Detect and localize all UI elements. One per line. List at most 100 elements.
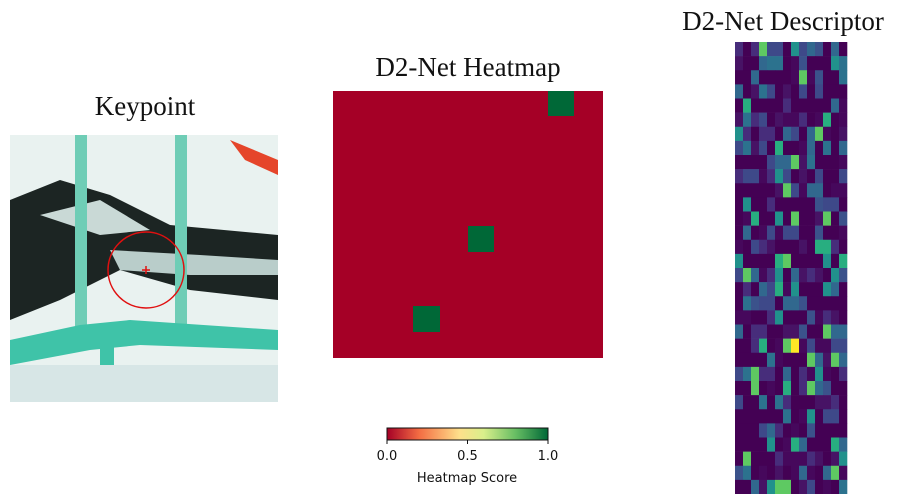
descriptor-cell [799, 56, 807, 70]
descriptor-cell [735, 240, 743, 254]
descriptor-cell [751, 296, 759, 310]
descriptor-cell [791, 127, 799, 141]
descriptor-cell [815, 155, 823, 169]
descriptor-cell [815, 99, 823, 113]
descriptor-cell [839, 70, 847, 84]
descriptor-cell [775, 339, 783, 353]
descriptor-cell [783, 226, 791, 240]
descriptor-cell [735, 42, 743, 56]
descriptor-cell [775, 42, 783, 56]
descriptor-cell [735, 212, 743, 226]
heatmap-cell [548, 91, 574, 116]
descriptor-cell [775, 452, 783, 466]
descriptor-cell [767, 197, 775, 211]
descriptor-cell [759, 226, 767, 240]
descriptor-cell [767, 268, 775, 282]
descriptor-cell [751, 353, 759, 367]
descriptor-cell [799, 169, 807, 183]
descriptor-cell [807, 70, 815, 84]
descriptor-cell [815, 353, 823, 367]
descriptor-cell [799, 353, 807, 367]
descriptor-cell [751, 70, 759, 84]
descriptor-cell [807, 395, 815, 409]
descriptor-cell [735, 141, 743, 155]
descriptor-cell [839, 466, 847, 480]
descriptor-cell [783, 353, 791, 367]
descriptor-cell [823, 84, 831, 98]
descriptor-cell [783, 409, 791, 423]
descriptor-cell [831, 56, 839, 70]
descriptor-cell [743, 127, 751, 141]
descriptor-cell [759, 381, 767, 395]
descriptor-cell [839, 268, 847, 282]
descriptor-cell [791, 367, 799, 381]
descriptor-cell [759, 70, 767, 84]
descriptor-cell [791, 84, 799, 98]
descriptor-cell [831, 70, 839, 84]
descriptor-cell [799, 212, 807, 226]
descriptor-cell [735, 339, 743, 353]
descriptor-cell [807, 452, 815, 466]
descriptor-cell [799, 466, 807, 480]
descriptor-cell [735, 423, 743, 437]
descriptor-cell [839, 310, 847, 324]
descriptor-cell [783, 212, 791, 226]
descriptor-cell [791, 353, 799, 367]
descriptor-cell [767, 339, 775, 353]
descriptor-cell [799, 155, 807, 169]
descriptor-cell [831, 381, 839, 395]
descriptor-cell [807, 268, 815, 282]
colorbar [387, 428, 548, 440]
descriptor-cell [735, 155, 743, 169]
descriptor-cell [831, 155, 839, 169]
descriptor-cell [807, 226, 815, 240]
descriptor-cell [799, 423, 807, 437]
descriptor-cell [743, 169, 751, 183]
descriptor-cell [783, 395, 791, 409]
descriptor-cell [767, 452, 775, 466]
descriptor-cell [767, 296, 775, 310]
descriptor-cell [775, 155, 783, 169]
descriptor-cell [839, 240, 847, 254]
descriptor-cell [815, 325, 823, 339]
descriptor-cell [815, 452, 823, 466]
descriptor-cell [791, 141, 799, 155]
descriptor-cell [735, 310, 743, 324]
descriptor-cell [775, 226, 783, 240]
descriptor-cell [751, 212, 759, 226]
descriptor-cell [783, 169, 791, 183]
descriptor-cell [791, 254, 799, 268]
descriptor-cell [823, 466, 831, 480]
descriptor-cell [759, 466, 767, 480]
descriptor-cell [799, 42, 807, 56]
descriptor-cell [815, 438, 823, 452]
descriptor-cell [791, 197, 799, 211]
descriptor-cell [759, 42, 767, 56]
descriptor-cell [815, 381, 823, 395]
descriptor-cell [767, 84, 775, 98]
descriptor-cell [791, 310, 799, 324]
descriptor-cell [831, 282, 839, 296]
descriptor-cell [807, 353, 815, 367]
descriptor-cell [799, 226, 807, 240]
descriptor-cell [743, 240, 751, 254]
descriptor-cell [735, 409, 743, 423]
descriptor-cell [759, 240, 767, 254]
descriptor-cell [799, 70, 807, 84]
descriptor-cell [807, 381, 815, 395]
descriptor-cell [791, 268, 799, 282]
descriptor-cell [799, 127, 807, 141]
descriptor-cell [775, 353, 783, 367]
descriptor-cell [751, 438, 759, 452]
descriptor-cell [783, 84, 791, 98]
descriptor-cell [775, 296, 783, 310]
descriptor-cell [831, 395, 839, 409]
descriptor-cell [839, 438, 847, 452]
descriptor-cell [751, 282, 759, 296]
descriptor-cell [751, 452, 759, 466]
descriptor-cell [767, 466, 775, 480]
descriptor-cell [823, 183, 831, 197]
descriptor-cell [783, 310, 791, 324]
descriptor-cell [839, 212, 847, 226]
descriptor-cell [799, 296, 807, 310]
